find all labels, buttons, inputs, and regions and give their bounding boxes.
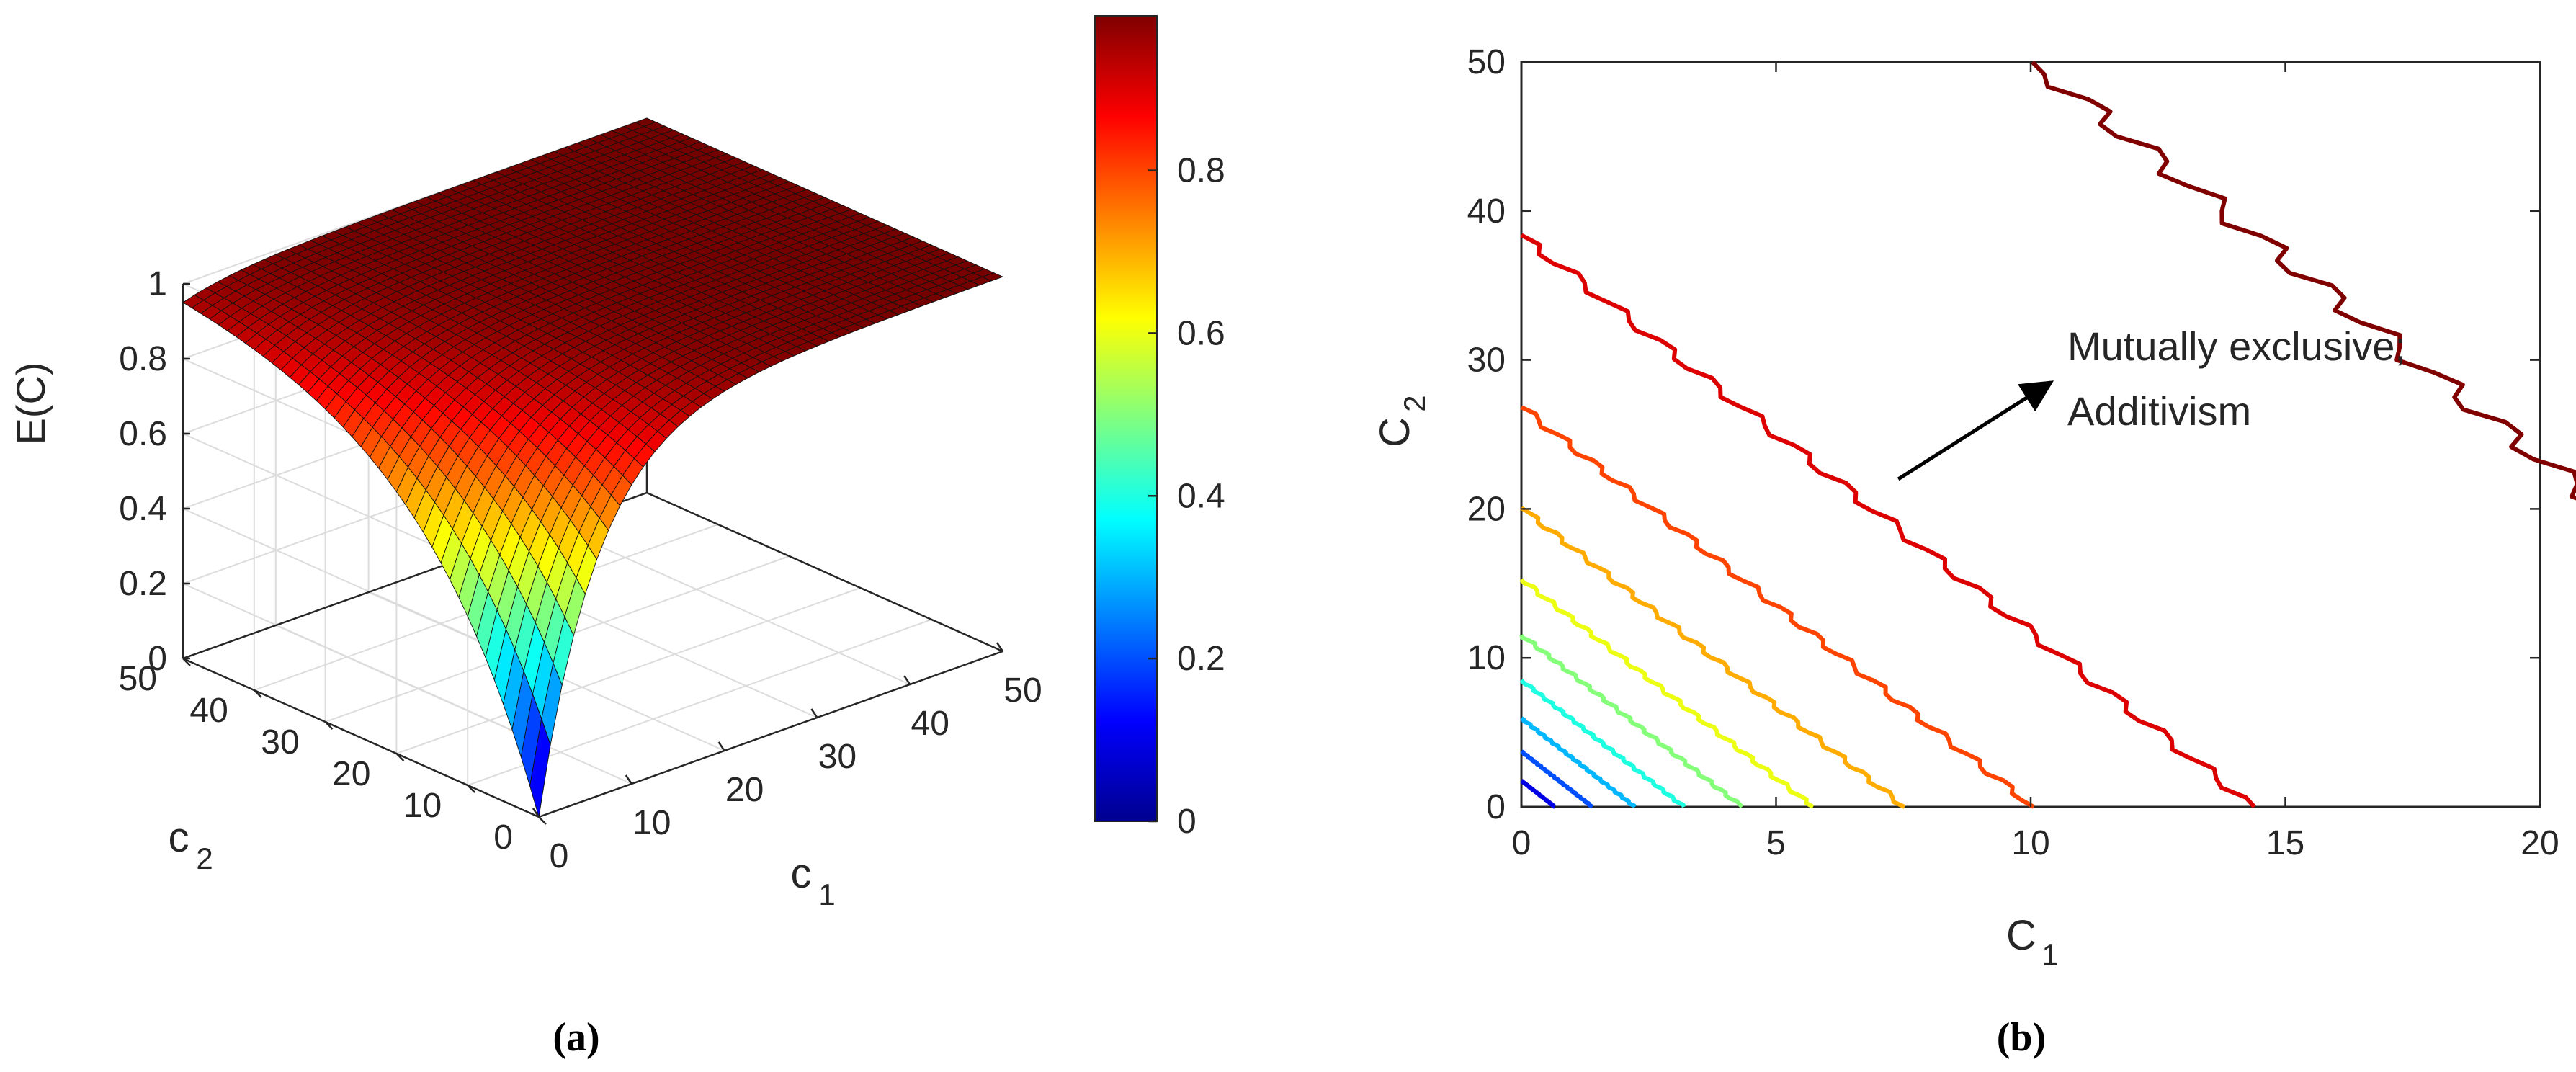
z-tick-label: 0.2 [119,565,167,603]
C2-tick-label: 40 [1467,192,1506,231]
annotation-line-2: Additivism [2067,388,2251,434]
contour-plot-area [1520,61,2541,808]
annotation: Mutually exclusive; Additivism [1897,323,2406,481]
contour-line-0.6 [1519,578,1815,809]
C2-axis-label-sub: 2 [1397,395,1431,411]
contour-axis-ticks: 0 5 10 15 20 0 10 20 30 40 50 [1467,43,2559,862]
contour-lines [1519,60,2576,809]
z-tick-label: 0.4 [119,490,167,528]
C2-tick-label: 20 [1467,490,1506,528]
c2-axis-label-sub: 2 [196,841,213,875]
colorbar-gradient [1094,15,1158,822]
colorbar-tick-label: 0.2 [1177,640,1225,678]
annotation-line-1: Mutually exclusive; [2067,323,2406,369]
c1-tick-label: 50 [1003,671,1042,710]
c1-tick-mark [903,675,911,685]
C2-axis-label: C 2 [1372,395,1431,447]
c1-tick-mark [625,774,632,785]
C1-axis-label-main: C [2006,912,2036,959]
c1-axis-label-sub: 1 [818,877,835,911]
back-edge-c2 [646,491,1003,653]
C2-tick-label: 50 [1467,43,1506,81]
c2-tick-label: 10 [403,787,442,825]
contour-line-0.7 [1520,506,1906,809]
colorbar-tick-label: 0 [1177,803,1197,841]
c1-axis-line [538,650,1003,818]
C1-tick-label: 20 [2521,824,2559,862]
contour-line-0.3 [1520,716,1637,808]
colorbar: 0 0.2 0.4 0.6 0.8 [1094,15,1225,841]
c1-tick-mark [810,708,818,718]
z-axis-label: E(C) [8,362,53,445]
c1-tick-label: 20 [725,771,764,809]
c2-tick-mark [182,658,191,666]
c1-tick-label: 10 [632,804,671,842]
c2-tick-mark [324,721,334,730]
C1-tick-label: 15 [2266,824,2304,862]
c2-tick-label: 20 [332,755,370,793]
annotation-arrow [1897,380,2054,481]
c2-tick-label: 40 [189,692,228,730]
contour-line-0.4 [1519,679,1686,808]
C2-tick-label: 0 [1486,788,1506,826]
colorbar-tick-label: 0.6 [1177,314,1225,352]
colorbar-tick-label: 0.4 [1177,477,1225,515]
c1-tick-mark [532,808,540,818]
c2-tick-label: 50 [119,660,157,698]
c1-tick-label: 0 [550,837,569,875]
panel-b-contour-plot: 0 5 10 15 20 0 10 20 30 40 50 Mutually exclusive; … [1372,43,2576,1060]
C1-axis-label: C 1 [2006,912,2059,972]
c2-axis-label: c 2 [169,814,213,875]
surface-patches [182,117,1004,818]
C2-tick-label: 10 [1467,639,1506,677]
C1-tick-label: 5 [1766,824,1786,862]
c2-tick-mark [538,816,547,825]
c1-tick-label: 30 [818,738,857,776]
c2-tick-mark [467,785,476,793]
c1-tick-mark [996,642,1004,652]
c2-axis-line [182,657,540,818]
C2-axis-label-main: C [1372,417,1418,447]
contour-line-0.2 [1520,749,1594,809]
C1-tick-label: 0 [1512,824,1531,862]
subfigure-label-b: (b) [1997,1015,2046,1060]
contour-line-0.9 [1520,233,2256,808]
z-tick-label: 0.8 [119,340,167,378]
c2-tick-label: 0 [493,818,513,857]
c2-tick-mark [253,689,262,698]
c1-tick-mark [717,741,725,751]
z-tick-label: 0.6 [119,415,167,453]
c2-tick-mark [395,753,405,761]
C1-axis-label-sub: 1 [2041,938,2058,972]
floor-grid-c1-40 [553,525,911,685]
c1-axis-label: c 1 [791,850,836,911]
z-tick-label: 0 [148,640,167,678]
z-tick-label: 1 [148,265,167,303]
c2-axis-label-main: c [169,814,189,861]
colorbar-tick-label: 0.8 [1177,152,1225,190]
colorbar-ticks: 0 0.2 0.4 0.6 0.8 [1148,152,1225,841]
contour-line-0.1 [1520,779,1557,809]
c1-axis-label-main: c [791,850,812,897]
C2-tick-label: 30 [1467,341,1506,380]
c2-tick-label: 30 [261,723,299,761]
c1-tick-label: 40 [911,705,949,743]
contour-line-0.99 [2031,60,2576,501]
contour-line-0.5 [1519,634,1744,809]
subfigure-label-a: (a) [553,1015,599,1060]
C1-tick-label: 10 [2011,824,2049,862]
surface-patch [529,718,551,818]
floor-grid-c2-20 [396,587,861,754]
contour-line-0.8 [1520,405,2035,809]
